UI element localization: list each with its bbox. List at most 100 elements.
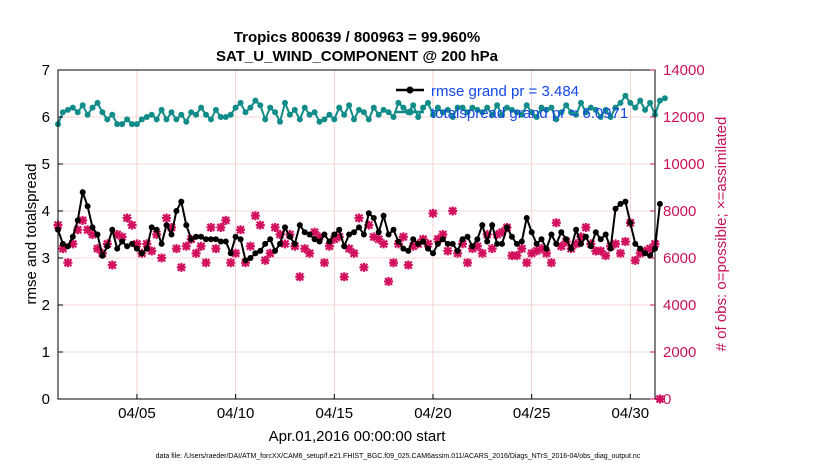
rmse-point [390,226,397,233]
spread-point [484,104,491,111]
obs-point [107,260,117,270]
y-tick-label: 7 [42,62,50,79]
rmse-point [449,240,456,247]
obs-point [166,222,176,232]
spread-point [543,106,550,113]
rmse-point [331,231,338,238]
obs-point [349,248,359,258]
spread-point [321,116,328,123]
rmse-point [306,231,313,238]
spread-point [153,116,160,123]
obs-point [472,241,482,251]
obs-point [280,239,290,249]
obs-point [300,244,310,254]
spread-point [602,106,609,113]
rmse-point [336,226,343,233]
obs-point [231,248,241,258]
spread-point [528,109,535,116]
spread-point [469,104,476,111]
spread-point [351,116,357,123]
obs-point [88,230,98,239]
y-tick-label: 1 [42,344,50,361]
y-tick-label: 2 [42,297,50,314]
obs-point [226,258,236,268]
spread-point [203,111,209,118]
rmse-point [178,198,185,205]
x-tick-label: 04/20 [414,405,452,422]
rmse-point [602,231,609,238]
rmse-point [356,224,362,231]
spread-point [656,97,663,104]
spread-point [316,118,323,125]
rmse-point [208,236,214,243]
x-axis-label: Apr.01,2016 00:00:00 start [269,428,447,445]
obs-point [384,277,394,286]
x-tick-label: 04/10 [217,405,255,422]
obs-point [620,237,630,247]
rmse-point [508,233,515,240]
rmse-point [114,245,121,252]
rmse-point [617,200,624,207]
spread-point [578,99,584,106]
obs-point [408,241,418,251]
rmse-point [578,240,584,247]
rmse-point [548,231,555,238]
spread-point [390,114,397,120]
rmse-point [454,247,461,254]
spread-point [513,109,520,116]
rmse-point [153,226,160,233]
spread-point [277,118,283,125]
obs-point [532,246,542,256]
spread-point [89,104,96,111]
obs-point [571,239,581,249]
spread-point [346,102,353,109]
obs-point [344,244,354,254]
rmse-point [277,240,283,247]
spread-point [380,106,387,113]
obs-point [324,241,334,251]
rmse-point [484,238,491,245]
rmse-point [138,250,145,257]
obs-point [551,218,561,228]
obs-point [314,232,324,242]
rmse-point [64,243,71,250]
spread-point [138,116,145,123]
obs-point [142,239,152,249]
rmse-point [183,222,190,229]
rmse-point [193,233,200,240]
rmse-point [504,224,510,231]
y2-tick-label: 0 [663,391,671,408]
y-tick-label: 4 [42,203,50,220]
spread-point [158,106,165,113]
obs-point [236,225,246,235]
obs-point [92,244,102,254]
rmse-point [582,233,589,240]
rmse-point [642,250,649,257]
rmse-point [592,229,599,236]
spread-point [311,109,318,116]
spread-point [637,97,644,104]
rmse-point [59,240,66,247]
obs-point [403,260,413,270]
rmse-point [168,231,175,238]
spread-point [642,106,649,113]
obs-point [369,232,379,242]
spread-point [124,116,131,123]
y2-tick-label: 8000 [663,203,696,220]
spread-point [395,99,402,106]
spread-point [237,99,244,106]
rmse-point [637,245,644,252]
rmse-point [656,200,663,207]
spread-point [647,99,654,106]
spread-point [617,99,624,106]
obs-point [245,241,255,251]
spread-point [114,121,121,128]
spread-point [217,114,224,120]
spread-point [360,109,367,116]
rmse-point [133,245,140,252]
obs-point [448,206,458,216]
spread-point [227,111,234,118]
spread-point [612,104,619,111]
spread-point [212,106,219,113]
rmse-point [148,224,155,231]
